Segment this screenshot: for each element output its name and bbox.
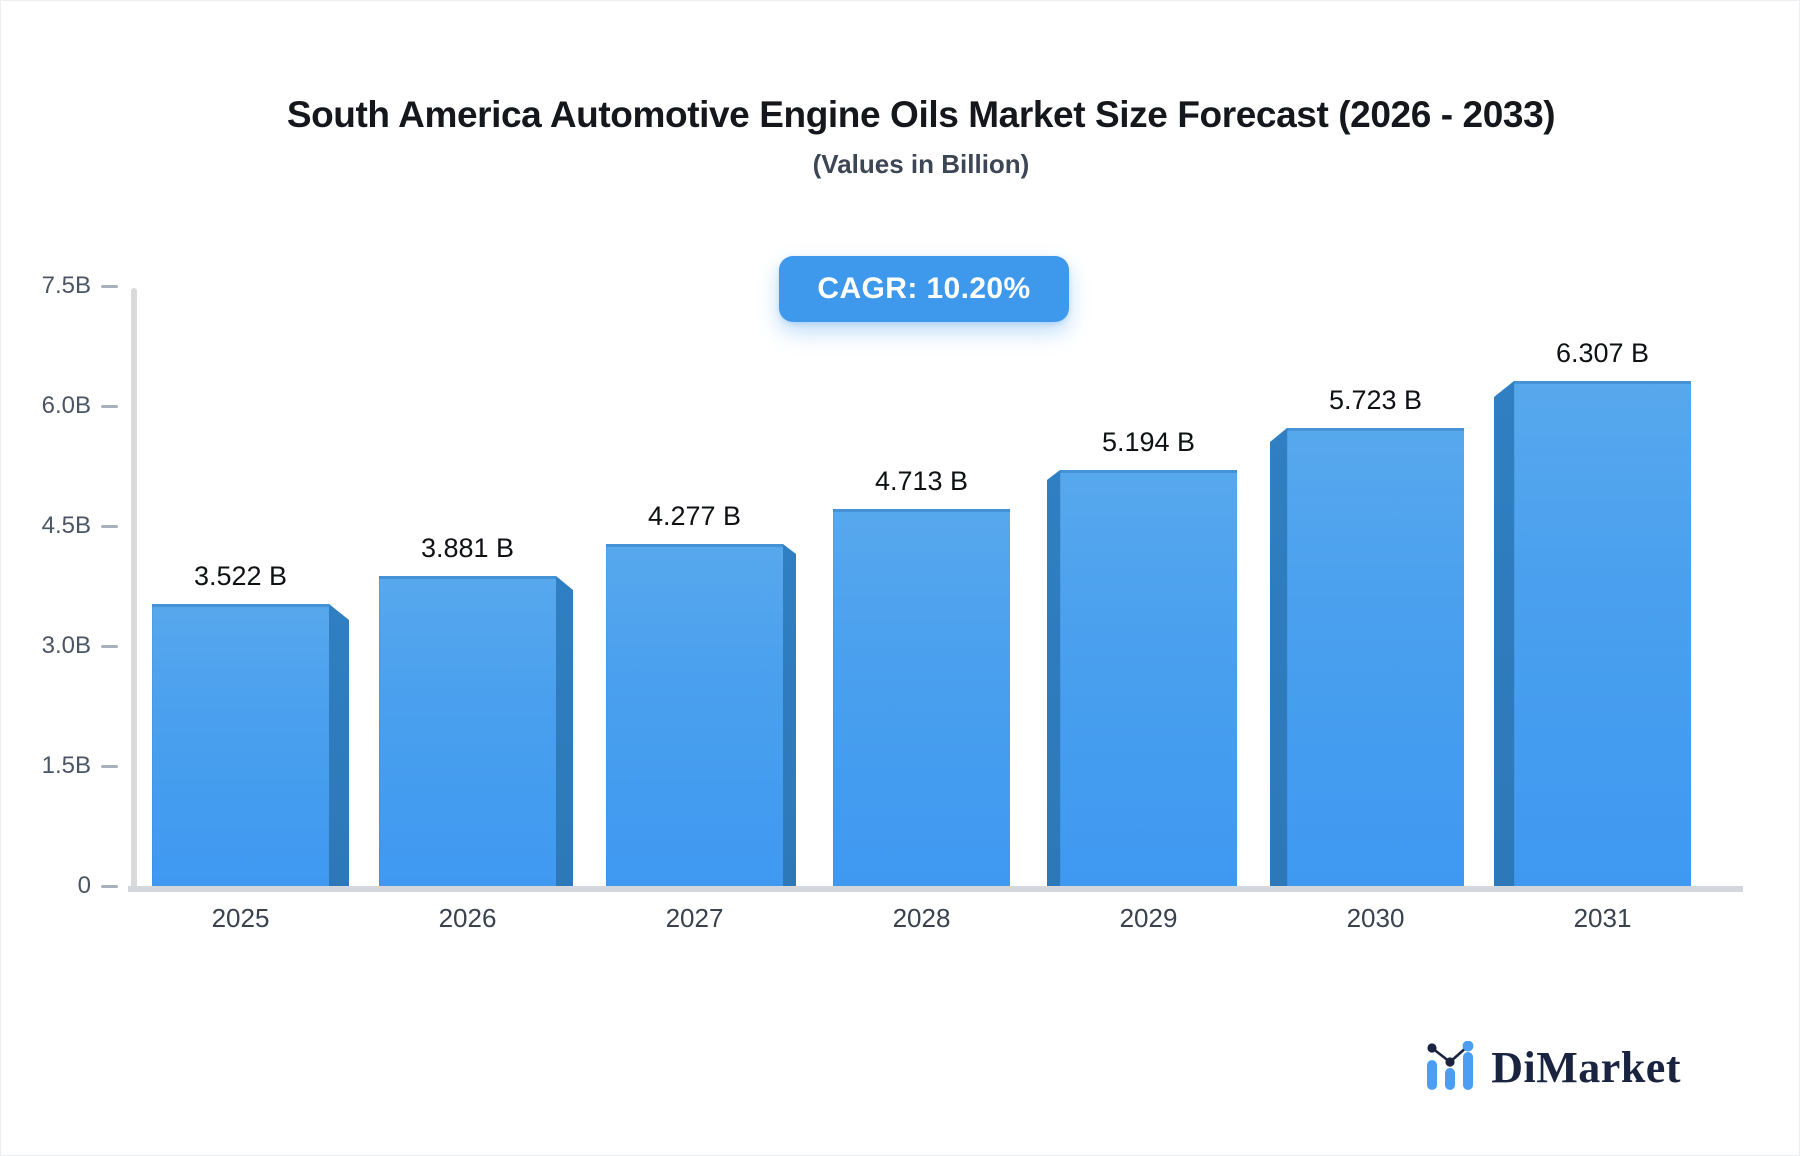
bar-value-label: 6.307 B (1555, 338, 1650, 368)
cagr-badge: CAGR: 10.20% (779, 256, 1069, 322)
bar-2029 (1060, 470, 1237, 886)
chart-title: South America Automotive Engine Oils Mar… (286, 94, 1556, 135)
x-axis-label: 2027 (665, 903, 724, 933)
y-axis-line (131, 288, 137, 892)
x-axis-label: 2029 (1119, 903, 1178, 933)
bar-3d-side (1047, 470, 1060, 886)
bar-2025 (152, 604, 329, 886)
bar-3d-side (329, 604, 349, 886)
brand-name: DiMarket (1491, 1042, 1681, 1092)
bar-value-label: 4.277 B (647, 501, 742, 531)
y-axis-tick (101, 524, 118, 528)
y-axis-tick (101, 764, 118, 768)
bar-2030 (1287, 428, 1464, 886)
bar-2028 (833, 509, 1010, 886)
y-axis-label: 7.5B (41, 272, 91, 299)
mini-bar-line-chart-icon (1427, 1041, 1474, 1090)
y-axis-label: 3.0B (41, 632, 91, 659)
bar-2031 (1514, 381, 1691, 886)
bar-3d-side (556, 576, 573, 886)
x-axis-label: 2025 (211, 903, 270, 933)
x-axis-label: 2030 (1346, 903, 1405, 933)
bar-2027 (606, 544, 783, 886)
bar-3d-side (1270, 428, 1287, 886)
x-axis-label: 2028 (892, 903, 951, 933)
y-axis-tick (101, 404, 118, 408)
y-axis-label: 6.0B (41, 392, 91, 419)
bar-3d-side (1494, 381, 1514, 886)
bar-3d-side (783, 544, 796, 886)
bar-value-label: 3.522 B (193, 561, 288, 591)
bar-value-label: 5.723 B (1328, 385, 1423, 415)
bar-2026 (379, 576, 556, 886)
y-axis-label: 4.5B (41, 512, 91, 539)
bar-value-label: 5.194 B (1101, 427, 1196, 457)
x-axis-baseline (128, 886, 1743, 892)
x-axis-label: 2026 (438, 903, 497, 933)
y-axis-label: 1.5B (41, 752, 91, 779)
y-axis-label: 0 (77, 872, 91, 899)
brand-logo: DiMarket (1424, 1041, 1681, 1093)
y-axis-tick (101, 884, 118, 888)
y-axis-tick (101, 644, 118, 648)
y-axis-tick (101, 284, 118, 288)
chart-subtitle: (Values in Billion) (812, 149, 1030, 179)
x-axis-label: 2031 (1573, 903, 1632, 933)
bar-value-label: 3.881 B (420, 533, 515, 563)
bar-value-label: 4.713 B (874, 466, 969, 496)
